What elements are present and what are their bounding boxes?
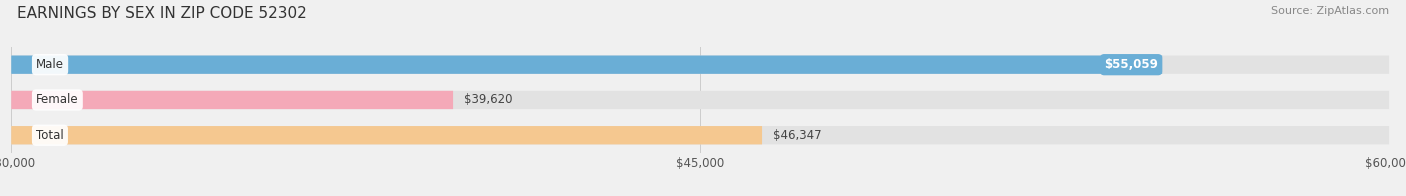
FancyBboxPatch shape [11, 55, 1389, 74]
Text: $55,059: $55,059 [1104, 58, 1159, 71]
Text: Total: Total [37, 129, 63, 142]
FancyBboxPatch shape [11, 126, 762, 144]
FancyBboxPatch shape [11, 126, 1389, 144]
Text: Source: ZipAtlas.com: Source: ZipAtlas.com [1271, 6, 1389, 16]
FancyBboxPatch shape [11, 91, 1389, 109]
Text: $46,347: $46,347 [773, 129, 821, 142]
Text: Male: Male [37, 58, 65, 71]
Text: EARNINGS BY SEX IN ZIP CODE 52302: EARNINGS BY SEX IN ZIP CODE 52302 [17, 6, 307, 21]
FancyBboxPatch shape [11, 55, 1163, 74]
Text: $39,620: $39,620 [464, 93, 513, 106]
FancyBboxPatch shape [11, 91, 453, 109]
Text: Female: Female [37, 93, 79, 106]
